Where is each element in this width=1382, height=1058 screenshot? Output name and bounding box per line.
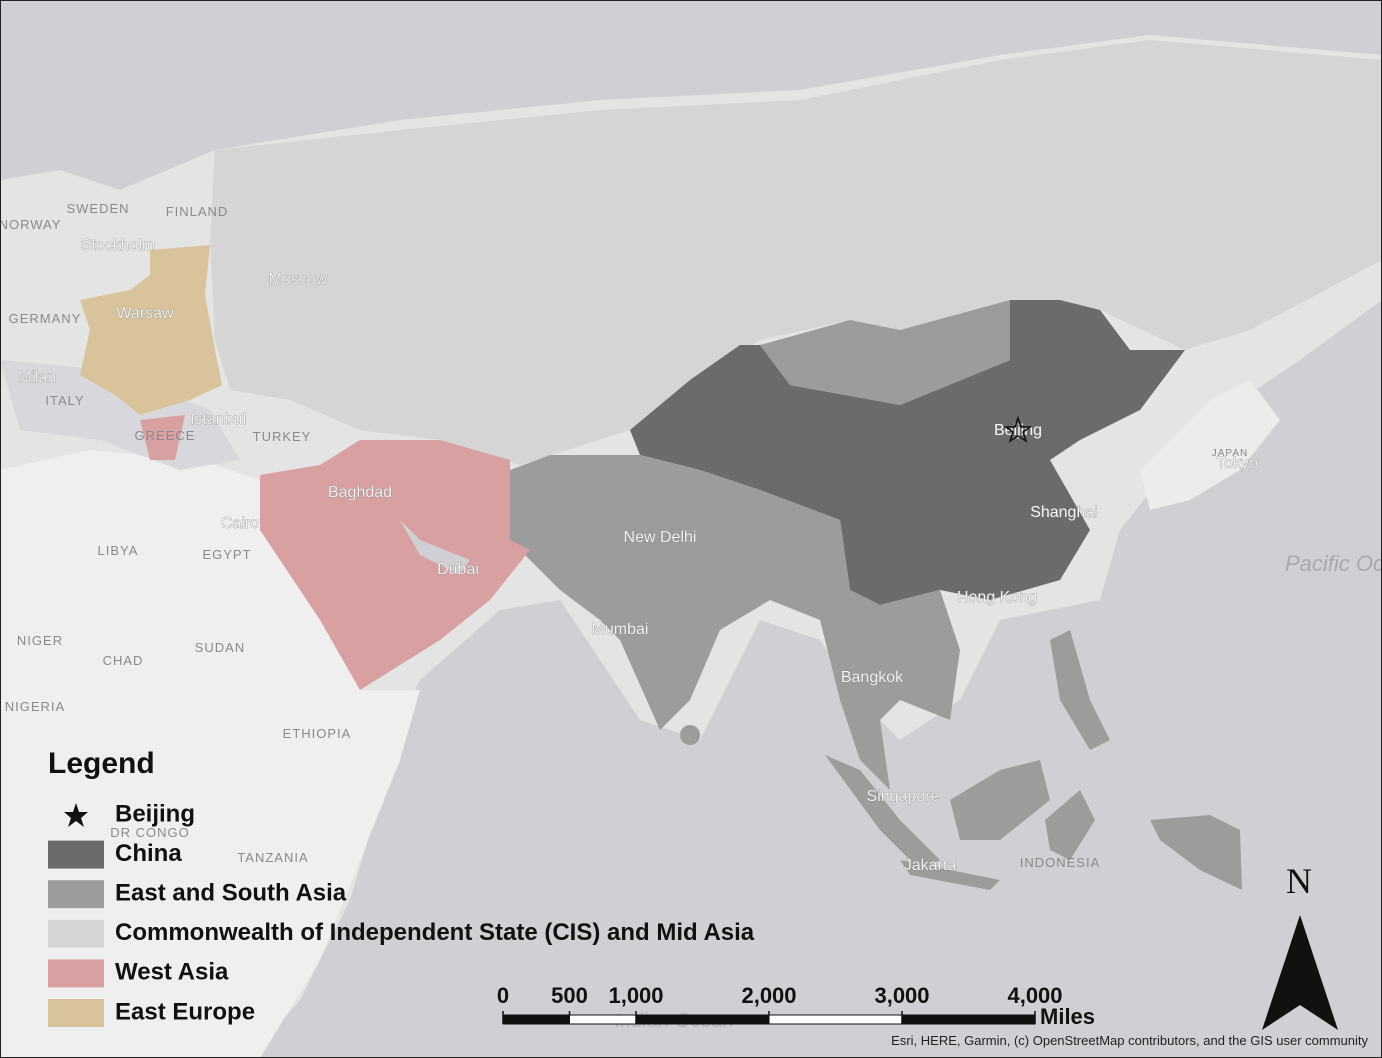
country-label: SWEDEN	[66, 201, 129, 216]
city-label: Stockholm	[81, 237, 156, 254]
scale-label: 2,000	[741, 983, 796, 1008]
scale-segment	[502, 1014, 570, 1025]
north-arrow	[1262, 915, 1338, 1030]
region-south-asia	[510, 455, 960, 790]
city-label: Bangkok	[841, 669, 904, 686]
country-label: NIGER	[17, 633, 63, 648]
city-label: Tokyo	[1216, 455, 1258, 472]
region-east-europe	[80, 245, 222, 415]
country-label: DR CONGO	[110, 825, 190, 840]
scale-label: 1,000	[608, 983, 663, 1008]
legend-label: West Asia	[115, 959, 229, 986]
scale-unit: Miles	[1040, 1004, 1095, 1029]
attribution: Esri, HERE, Garmin, (c) OpenStreetMap co…	[891, 1033, 1368, 1048]
region-sri-lanka	[680, 725, 700, 745]
scale-segment	[635, 1014, 770, 1025]
ocean-label: Pacific Ocean	[1285, 551, 1382, 576]
region-philippines	[1050, 630, 1110, 750]
scale-segment	[768, 1014, 903, 1025]
country-label: GREECE	[135, 428, 196, 443]
country-label: LIBYA	[98, 543, 139, 558]
country-label: CHAD	[103, 653, 144, 668]
legend-title: Legend	[48, 747, 155, 780]
legend-swatch	[48, 880, 104, 909]
city-label: Shanghai	[1030, 504, 1098, 521]
city-label: Dubai	[437, 561, 479, 578]
legend-star	[64, 803, 88, 827]
legend-label: Beijing	[115, 800, 195, 827]
city-label: Cairo	[221, 515, 259, 532]
legend: Beijing China East and South Asia Commonwea…	[48, 800, 755, 1027]
country-label: SUDAN	[195, 640, 246, 655]
country-label: NIGERIA	[5, 699, 65, 714]
city-label: Jakarta	[904, 857, 957, 874]
country-label: INDONESIA	[1020, 855, 1101, 870]
city-label: Istanbul	[190, 411, 246, 428]
city-label: Mumbai	[592, 621, 649, 638]
legend-label: East Europe	[115, 998, 255, 1025]
scale-segment	[569, 1014, 637, 1025]
gulf	[400, 520, 470, 575]
region-sulawesi	[1045, 790, 1095, 860]
beijing-star	[1003, 415, 1033, 443]
region-west-asia	[260, 440, 530, 690]
region-papua	[1150, 815, 1242, 890]
japan	[1140, 380, 1280, 510]
legend-swatch	[48, 840, 104, 869]
country-label: ETHIOPIA	[283, 726, 352, 741]
legend-label: East and South Asia	[115, 880, 347, 907]
region-sumatra	[825, 755, 940, 870]
country-label: JAPAN	[1212, 448, 1249, 459]
region-cis	[210, 40, 1382, 465]
region-mongolia	[760, 300, 1010, 405]
city-label: Baghdad	[328, 484, 392, 501]
country-label: FINLAND	[166, 204, 229, 219]
city-label: New Delhi	[624, 529, 697, 546]
region-java	[900, 860, 1000, 890]
country-label: EGYPT	[202, 547, 251, 562]
country-label: GERMANY	[9, 311, 82, 326]
region-greece	[140, 415, 185, 460]
scale-label: 500	[551, 983, 588, 1008]
city-label: Singapore	[867, 788, 940, 805]
city-label: Warsaw	[116, 305, 174, 322]
scale-label: 4,000	[1007, 983, 1062, 1008]
city-label: Moscow	[269, 271, 328, 288]
region-borneo	[950, 760, 1050, 840]
country-label: ITALY	[45, 393, 84, 408]
north-label: N	[1286, 861, 1312, 901]
city-label: Milan	[18, 369, 56, 386]
legend-swatch	[48, 959, 104, 988]
scale-label: 3,000	[874, 983, 929, 1008]
city-label: Hong Kong	[957, 589, 1037, 606]
region-china	[630, 300, 1185, 605]
legend-swatch	[48, 919, 104, 948]
scale-label: 0	[497, 983, 509, 1008]
legend-label: Commonwealth of Independent State (CIS) …	[115, 919, 755, 946]
country-label: TURKEY	[253, 429, 312, 444]
mediterranean	[0, 360, 240, 470]
country-label: NORWAY	[0, 217, 61, 232]
legend-label: China	[115, 840, 182, 867]
legend-swatch	[48, 999, 104, 1027]
scale-segment	[901, 1014, 1036, 1025]
country-label: TANZANIA	[237, 850, 308, 865]
